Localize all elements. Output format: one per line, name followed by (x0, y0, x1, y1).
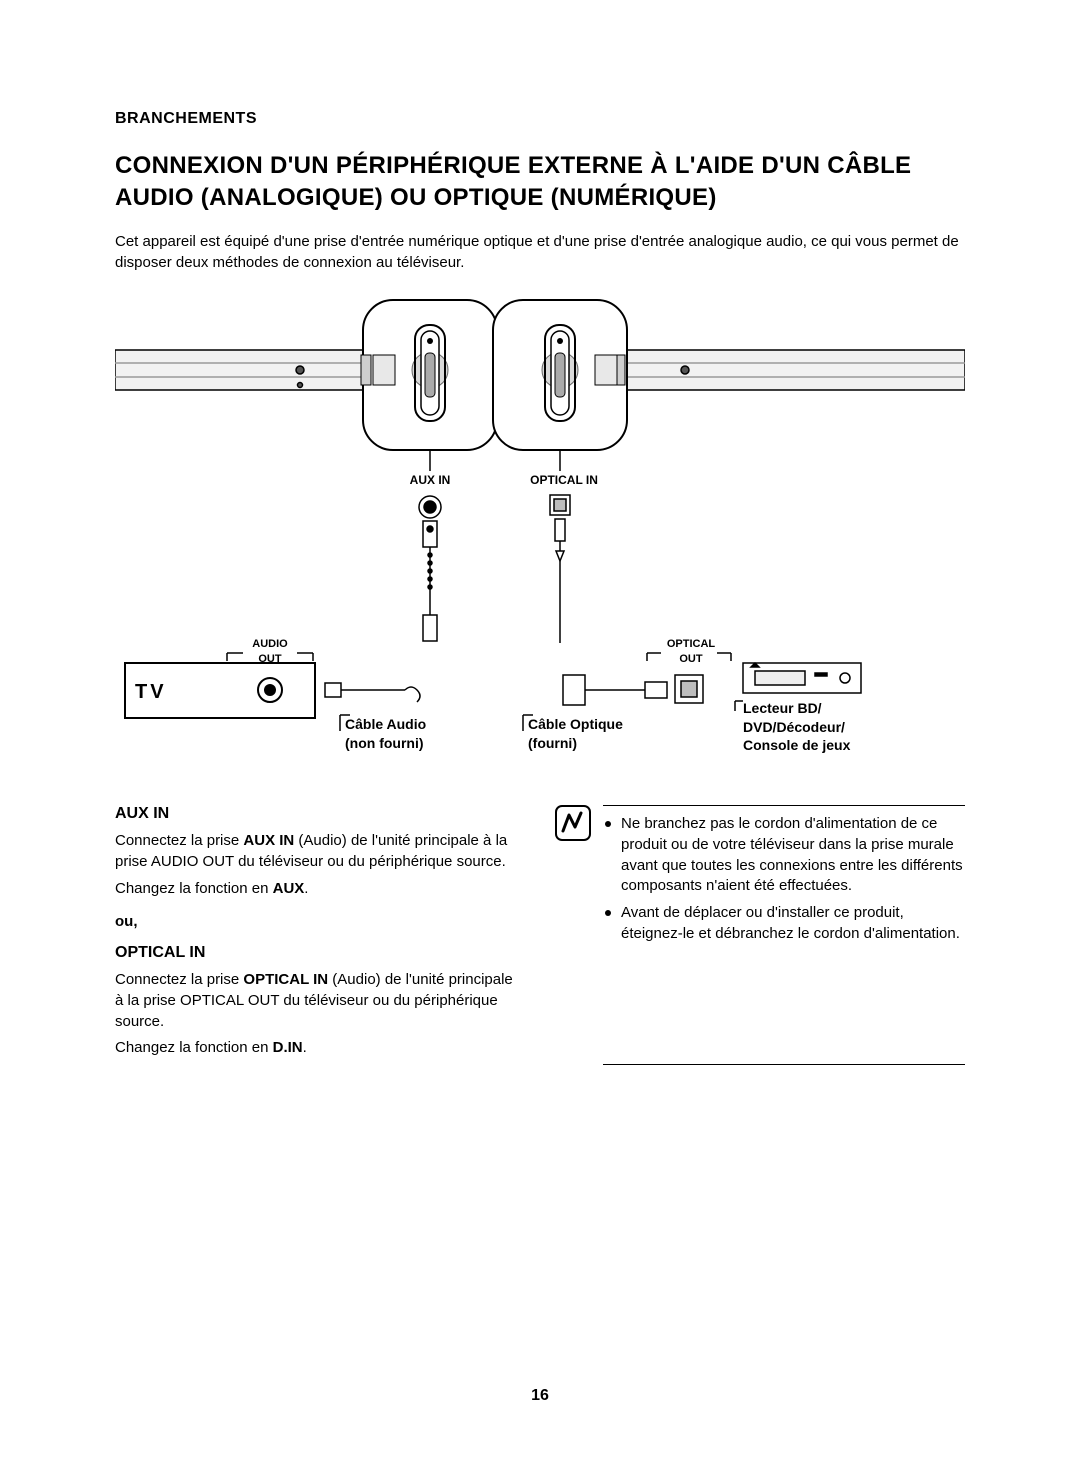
note-list: Ne branchez pas le cordon d'alimentation… (603, 805, 965, 1065)
label-optical-in: OPTICAL IN (519, 473, 609, 489)
label-device-l3: Console de jeux (743, 737, 850, 753)
aux-paragraph-2: Changez la fonction en AUX. (115, 879, 515, 900)
label-optical-out: OPTICAL OUT (651, 637, 731, 666)
note-icon (555, 805, 591, 841)
label-aux-cable: Câble Audio (non fourni) (345, 715, 426, 751)
label-opt-cable: Câble Optique (fourni) (528, 715, 623, 751)
label-optical-out-1: OPTICAL (667, 638, 715, 650)
label-opt-cable-l2: (fourni) (528, 735, 577, 751)
label-aux-cable-l2: (non fourni) (345, 735, 424, 751)
opt-p1-b: OPTICAL IN (243, 971, 328, 988)
label-optical-out-2: OUT (679, 653, 702, 665)
label-aux-in: AUX IN (395, 473, 465, 489)
aux-p1-b: AUX IN (243, 832, 294, 849)
opt-p2-a: Changez la fonction en (115, 1039, 273, 1056)
label-device-l1: Lecteur BD/ (743, 700, 822, 716)
diagram-svg (115, 295, 965, 765)
optical-heading: OPTICAL IN (115, 944, 515, 962)
label-audio-out: AUDIO OUT (233, 637, 307, 666)
page-number: 16 (0, 1387, 1080, 1405)
label-device: Lecteur BD/ DVD/Décodeur/ Console de jeu… (743, 699, 850, 754)
label-audio-out-2: OUT (258, 653, 281, 665)
connection-diagram: AUX IN OPTICAL IN AUDIO OUT OPTICAL OUT … (115, 295, 965, 765)
aux-heading: AUX IN (115, 805, 515, 823)
section-header: BRANCHEMENTS (115, 110, 965, 128)
label-aux-cable-l1: Câble Audio (345, 716, 426, 732)
opt-p1-a: Connectez la prise (115, 971, 243, 988)
aux-p2-b: AUX (273, 880, 305, 897)
opt-paragraph-1: Connectez la prise OPTICAL IN (Audio) de… (115, 970, 515, 1032)
aux-p1-a: Connectez la prise (115, 832, 243, 849)
label-device-l2: DVD/Décodeur/ (743, 719, 845, 735)
opt-p2-b: D.IN (273, 1039, 303, 1056)
aux-p2-c: . (304, 880, 308, 897)
ou-separator: ou, (115, 913, 515, 930)
opt-paragraph-2: Changez la fonction en D.IN. (115, 1038, 515, 1059)
opt-p2-c: . (303, 1039, 307, 1056)
page-title: CONNEXION D'UN PÉRIPHÉRIQUE EXTERNE À L'… (115, 150, 965, 213)
label-audio-out-1: AUDIO (252, 638, 287, 650)
note-item-2: Avant de déplacer ou d'installer ce prod… (603, 903, 965, 944)
note-item-1: Ne branchez pas le cordon d'alimentation… (603, 814, 965, 897)
label-tv: TV (135, 679, 167, 705)
body-columns: AUX IN Connectez la prise AUX IN (Audio)… (115, 805, 965, 1065)
column-left: AUX IN Connectez la prise AUX IN (Audio)… (115, 805, 515, 1065)
intro-paragraph: Cet appareil est équipé d'une prise d'en… (115, 231, 965, 273)
label-opt-cable-l1: Câble Optique (528, 716, 623, 732)
aux-p2-a: Changez la fonction en (115, 880, 273, 897)
aux-paragraph-1: Connectez la prise AUX IN (Audio) de l'u… (115, 831, 515, 872)
column-right: Ne branchez pas le cordon d'alimentation… (555, 805, 965, 1065)
